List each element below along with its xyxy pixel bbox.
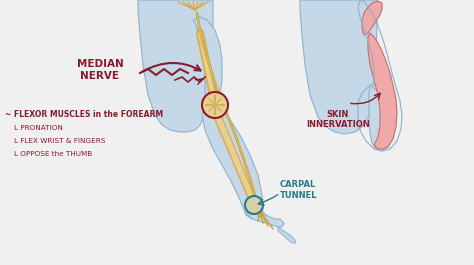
Polygon shape bbox=[369, 85, 393, 151]
Polygon shape bbox=[193, 17, 222, 110]
Text: MEDIAN
NERVE: MEDIAN NERVE bbox=[77, 59, 123, 81]
Polygon shape bbox=[368, 33, 397, 149]
Text: L FLEX WRIST & FINGERS: L FLEX WRIST & FINGERS bbox=[14, 138, 105, 144]
Circle shape bbox=[245, 196, 263, 214]
Text: SKIN
INNERVATION: SKIN INNERVATION bbox=[306, 110, 370, 129]
Text: ~ FLEXOR MUSCLES in the FOREARM: ~ FLEXOR MUSCLES in the FOREARM bbox=[5, 110, 163, 119]
Polygon shape bbox=[362, 1, 382, 35]
Circle shape bbox=[202, 92, 228, 118]
Polygon shape bbox=[138, 0, 213, 132]
Text: CARPAL
TUNNEL: CARPAL TUNNEL bbox=[280, 180, 318, 200]
Polygon shape bbox=[300, 0, 377, 134]
Text: L PRONATION: L PRONATION bbox=[14, 125, 63, 131]
Polygon shape bbox=[202, 105, 263, 219]
Polygon shape bbox=[278, 227, 296, 243]
Text: L OPPOSE the THUMB: L OPPOSE the THUMB bbox=[14, 151, 92, 157]
Polygon shape bbox=[246, 207, 284, 227]
